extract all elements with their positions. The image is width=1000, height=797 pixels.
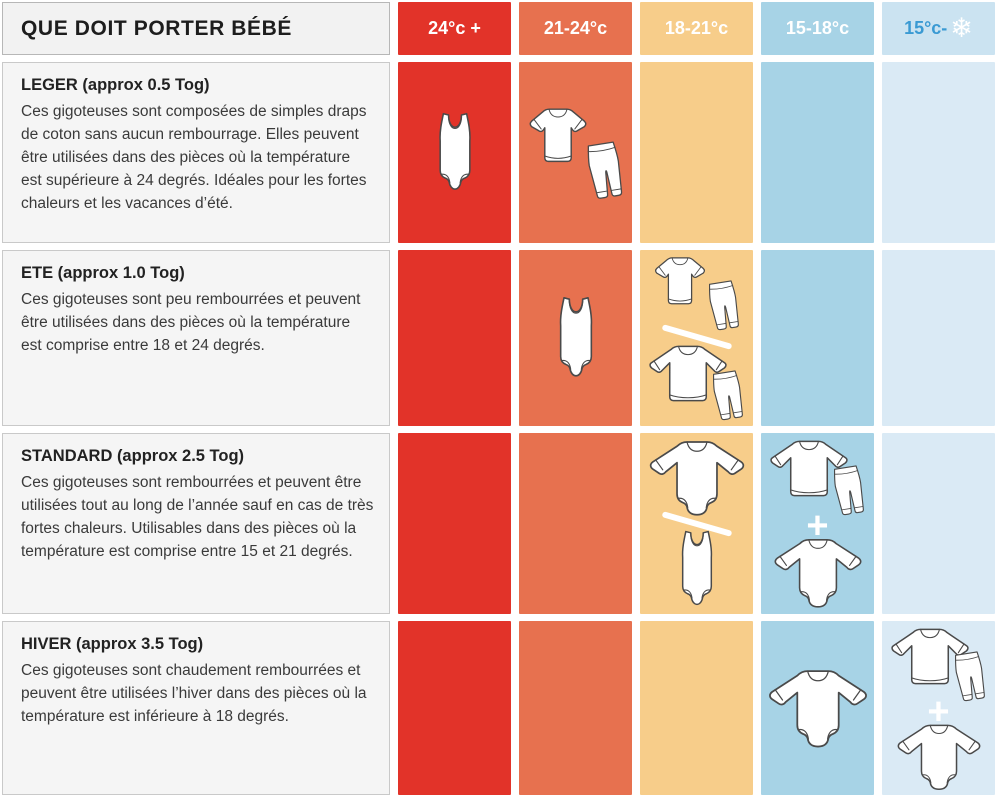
cell-standard-18-21c <box>640 433 753 614</box>
row-ete-description: ETE (approx 1.0 Tog) Ces gigoteuses sont… <box>2 250 390 426</box>
cell-leger-24c-plus <box>398 62 511 243</box>
row-title: HIVER (approx 3.5 Tog) <box>21 635 204 653</box>
row-standard-description: STANDARD (approx 2.5 Tog) Ces gigoteuses… <box>2 433 390 614</box>
page-title-text: QUE DOIT PORTER BÉBÉ <box>21 16 293 40</box>
column-header-18-21c: 18-21°c <box>640 2 753 55</box>
cell-standard-21-24c <box>519 433 632 614</box>
cell-ete-21-24c <box>519 250 632 426</box>
cell-ete-18-21c <box>640 250 753 426</box>
row-body: Ces gigoteuses sont chaudement rembourré… <box>21 662 367 725</box>
column-header-15-18c: 15-18°c <box>761 2 874 55</box>
cell-leger-18-21c <box>640 62 753 243</box>
row-body: Ces gigoteuses sont composées de simples… <box>21 103 367 212</box>
cell-standard-15-18c: + <box>761 433 874 614</box>
longsleeve-bodysuit-icon <box>895 721 983 793</box>
cell-hiver-24c-plus <box>398 621 511 795</box>
row-title: LEGER (approx 0.5 Tog) <box>21 76 210 94</box>
sleeveless-bodysuit-icon <box>546 295 606 382</box>
cell-leger-15c-minus <box>882 62 995 243</box>
tshirt-icon <box>651 254 709 307</box>
row-body: Ces gigoteuses sont rembourrées et peuve… <box>21 474 374 560</box>
cell-hiver-21-24c <box>519 621 632 795</box>
column-header-24c-plus: 24°c + <box>398 2 511 55</box>
plus-sign: + <box>927 691 950 733</box>
pants-icon <box>947 648 993 705</box>
column-header-label: 18-21°c <box>664 18 729 38</box>
longsleeve-bodysuit-icon <box>766 666 870 751</box>
longsleeve-shirt-pants-outfit <box>768 437 868 517</box>
column-header-label: 15°c- <box>904 18 948 38</box>
cell-leger-15-18c <box>761 62 874 243</box>
snowflake-icon: ❄ <box>950 13 973 43</box>
cell-standard-15c-minus <box>882 433 995 614</box>
cell-leger-21-24c <box>519 62 632 243</box>
longsleeve-shirt-pants-outfit <box>889 625 989 703</box>
cell-hiver-15-18c <box>761 621 874 795</box>
longsleeve-bodysuit-icon <box>772 535 864 611</box>
cell-hiver-15c-minus: + <box>882 621 995 795</box>
cell-ete-15c-minus <box>882 250 995 426</box>
column-header-15c-minus: 15°c- ❄ <box>882 2 995 55</box>
cell-ete-24c-plus <box>398 250 511 426</box>
page-title: QUE DOIT PORTER BÉBÉ <box>2 2 390 55</box>
pants-icon <box>705 367 751 424</box>
row-title: STANDARD (approx 2.5 Tog) <box>21 447 245 465</box>
pants-icon <box>578 137 631 203</box>
cell-hiver-18-21c <box>640 621 753 795</box>
longsleeve-bodysuit-icon <box>647 437 747 519</box>
pants-icon <box>701 277 747 334</box>
tshirt-pants-outfit <box>651 254 743 332</box>
cell-ete-15-18c <box>761 250 874 426</box>
column-header-label: 24°c + <box>428 18 481 38</box>
column-header-label: 15-18°c <box>785 18 850 38</box>
cell-standard-24c-plus <box>398 433 511 614</box>
row-hiver-description: HIVER (approx 3.5 Tog) Ces gigoteuses so… <box>2 621 390 795</box>
longsleeve-shirt-pants-outfit <box>647 342 747 422</box>
column-header-label: 21-24°c <box>543 18 608 38</box>
plus-sign: + <box>806 505 829 547</box>
tshirt-pants-outfit <box>525 105 627 201</box>
row-body: Ces gigoteuses sont peu rembourrées et p… <box>21 291 361 354</box>
row-leger-description: LEGER (approx 0.5 Tog) Ces gigoteuses so… <box>2 62 390 243</box>
pants-icon <box>826 462 872 519</box>
sleeveless-bodysuit-icon <box>669 529 725 610</box>
column-header-21-24c: 21-24°c <box>519 2 632 55</box>
sleeveless-bodysuit-icon <box>426 111 484 195</box>
row-title: ETE (approx 1.0 Tog) <box>21 264 185 282</box>
